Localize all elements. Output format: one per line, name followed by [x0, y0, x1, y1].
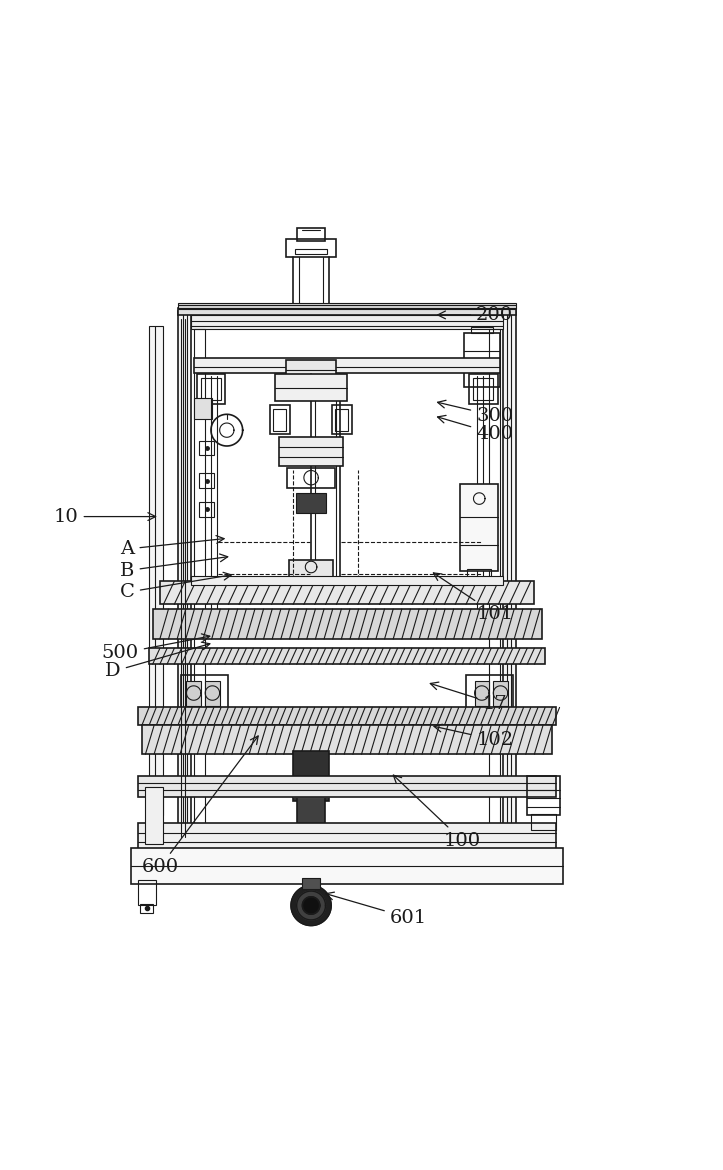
Text: 17: 17 — [430, 682, 507, 713]
Bar — [138, 708, 556, 725]
Bar — [286, 359, 336, 378]
Bar — [201, 378, 221, 400]
Bar — [138, 880, 156, 906]
Bar — [191, 577, 503, 585]
Bar — [474, 681, 489, 706]
Bar — [178, 311, 191, 852]
Bar — [489, 329, 500, 837]
Bar — [332, 405, 352, 434]
Bar — [145, 786, 163, 845]
Bar — [471, 328, 492, 333]
Text: 101: 101 — [433, 573, 513, 622]
Text: 601: 601 — [326, 893, 427, 927]
Text: D: D — [106, 642, 210, 681]
Text: 102: 102 — [434, 724, 513, 749]
Bar — [469, 374, 497, 404]
Bar — [278, 438, 343, 466]
Text: A: A — [120, 536, 224, 558]
Text: 200: 200 — [437, 305, 513, 324]
Bar — [531, 814, 556, 830]
Bar — [187, 681, 201, 706]
Bar — [296, 798, 325, 826]
Bar — [153, 610, 542, 639]
Bar — [273, 410, 286, 431]
Bar — [466, 675, 513, 711]
Bar — [149, 325, 163, 815]
Bar — [270, 405, 290, 434]
Bar — [463, 333, 500, 387]
Bar — [194, 398, 213, 419]
Bar — [205, 681, 220, 706]
Text: 600: 600 — [141, 736, 258, 876]
Bar — [473, 378, 493, 400]
Polygon shape — [302, 897, 320, 914]
Text: 300: 300 — [437, 400, 513, 425]
Bar — [286, 240, 336, 257]
Text: 100: 100 — [393, 776, 481, 849]
Bar — [138, 776, 556, 798]
Bar — [289, 307, 333, 321]
Bar — [160, 581, 534, 605]
Bar — [178, 308, 516, 315]
Text: C: C — [120, 572, 231, 601]
Bar — [131, 848, 563, 883]
Bar — [289, 559, 333, 578]
Bar — [295, 249, 327, 254]
Polygon shape — [291, 886, 331, 925]
Bar — [181, 675, 228, 711]
Bar — [200, 441, 214, 455]
Bar — [275, 374, 347, 401]
Bar — [194, 329, 205, 837]
Bar — [296, 493, 326, 512]
Bar — [296, 228, 325, 241]
Bar — [335, 410, 348, 431]
Bar — [140, 904, 153, 913]
Bar — [194, 358, 500, 372]
Bar — [527, 776, 560, 815]
Text: 10: 10 — [54, 508, 155, 525]
Bar — [293, 751, 329, 801]
Text: 500: 500 — [102, 634, 210, 662]
Bar — [287, 468, 335, 488]
Bar — [178, 303, 516, 309]
Bar — [197, 374, 226, 404]
Text: B: B — [120, 553, 228, 579]
Polygon shape — [296, 892, 325, 920]
Bar — [149, 648, 545, 665]
Bar — [200, 474, 214, 488]
Bar — [200, 502, 214, 517]
Text: 400: 400 — [437, 415, 513, 442]
Bar — [503, 311, 516, 852]
Bar — [467, 569, 491, 579]
Bar — [302, 879, 320, 889]
Bar — [493, 681, 508, 706]
Bar — [191, 315, 503, 329]
Bar — [138, 823, 556, 852]
Bar — [460, 484, 498, 571]
Bar — [142, 725, 552, 755]
